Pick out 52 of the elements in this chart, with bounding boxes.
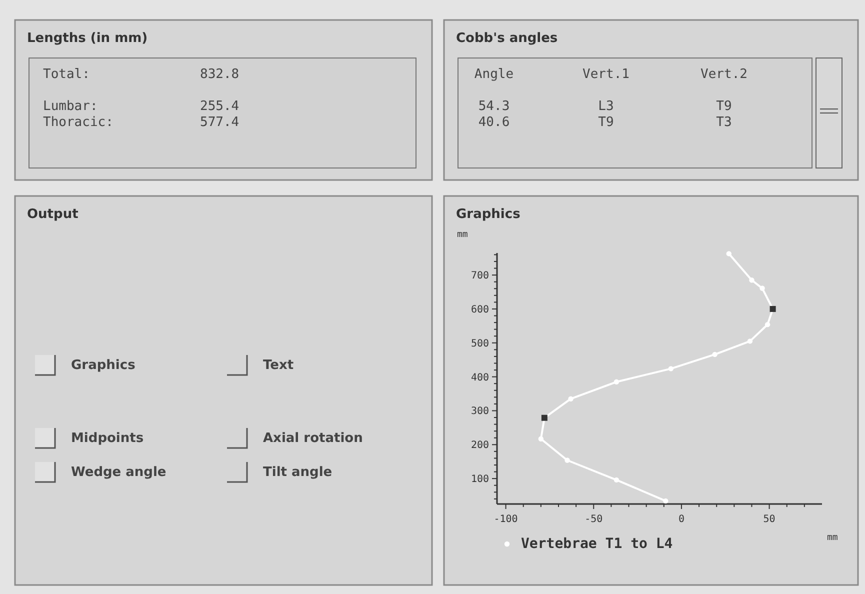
- y-axis-title: mm: [457, 230, 468, 240]
- y-tick-label: 400: [470, 372, 489, 384]
- text: Vert.2: [700, 67, 748, 82]
- text: T9: [598, 115, 614, 130]
- text: Wedge angle: [71, 465, 166, 480]
- point: [568, 396, 574, 402]
- text: 832.8: [200, 67, 240, 82]
- text: T9: [716, 99, 732, 114]
- x-axis-title: mm: [827, 533, 838, 543]
- point: [668, 366, 674, 372]
- text: 577.4: [200, 115, 240, 130]
- y-tick-label: 200: [470, 440, 489, 452]
- x-tick-label: -100: [494, 514, 518, 525]
- text: 40.6: [478, 115, 510, 130]
- y-tick-label: 700: [470, 270, 489, 282]
- text: L3: [598, 99, 614, 114]
- point: [564, 458, 570, 463]
- text: Tilt angle: [263, 465, 332, 480]
- y-tick-label: 600: [470, 304, 489, 316]
- y-tick-label: 100: [470, 474, 489, 486]
- x-tick-label: -50: [584, 514, 603, 525]
- text: Axial rotation: [263, 431, 363, 446]
- x-tick-label: 0: [678, 514, 684, 525]
- y-tick-label: 500: [470, 338, 489, 350]
- point: [538, 436, 544, 442]
- text: Text: [263, 358, 294, 373]
- text: T3: [716, 115, 732, 130]
- point: [663, 498, 668, 504]
- text: Cobb's angles: [456, 31, 558, 46]
- chart-title: Graphics: [456, 207, 521, 222]
- legend-label: Vertebrae T1 to L4: [521, 536, 673, 552]
- text: Lengths (in mm): [27, 31, 148, 46]
- point: [749, 278, 754, 283]
- point: [614, 477, 620, 483]
- text: Total:: [43, 67, 90, 82]
- x-tick-label: 50: [763, 514, 776, 525]
- text: 54.3: [478, 99, 510, 114]
- point: [764, 322, 770, 328]
- text: Output: [27, 207, 78, 222]
- text: Graphics: [71, 358, 136, 373]
- point: [614, 379, 620, 384]
- text: Vert.1: [582, 67, 630, 82]
- point: [760, 286, 765, 291]
- text: Lumbar:: [43, 99, 98, 114]
- y-tick-label: 300: [470, 406, 489, 418]
- text: Angle: [474, 67, 514, 82]
- text: Midpoints: [71, 431, 144, 446]
- text: Thoracic:: [43, 115, 114, 130]
- point: [712, 352, 718, 358]
- text: 255.4: [200, 99, 240, 114]
- point: [726, 251, 732, 256]
- point: [747, 338, 753, 344]
